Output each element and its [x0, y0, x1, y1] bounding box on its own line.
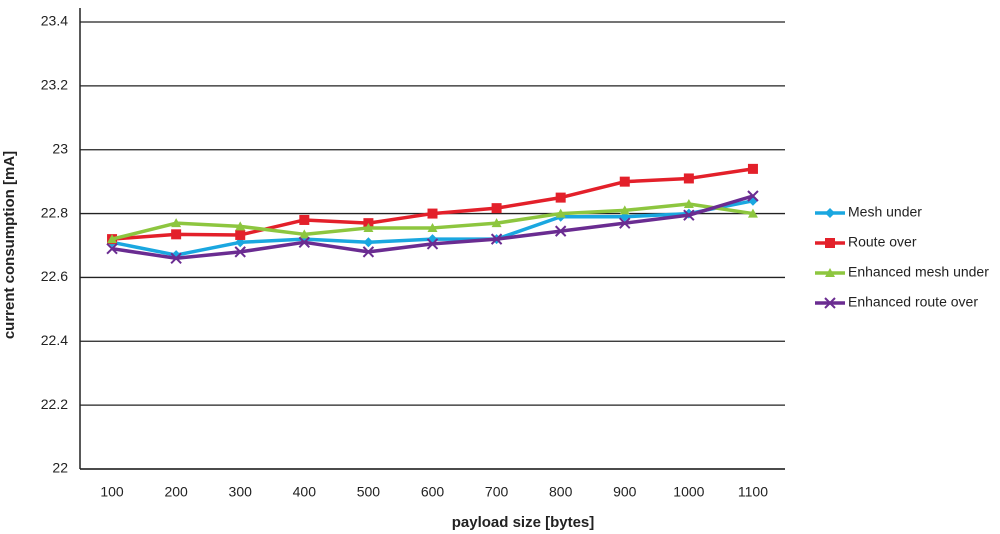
marker — [170, 252, 182, 264]
marker — [427, 208, 438, 219]
y-tick-label: 22.6 — [41, 268, 68, 284]
y-tick-label: 22 — [52, 460, 68, 476]
marker — [683, 173, 694, 184]
x-tick-label: 500 — [357, 484, 381, 500]
marker — [747, 163, 758, 174]
marker — [825, 208, 835, 218]
marker — [824, 297, 836, 309]
marker — [555, 192, 566, 203]
marker — [106, 242, 118, 255]
marker — [619, 217, 631, 229]
marker — [554, 225, 567, 237]
x-tick-label: 1100 — [738, 484, 768, 500]
marker — [683, 198, 694, 208]
legend-item: Enhanced mesh under — [815, 264, 989, 280]
x-tick-label: 100 — [100, 484, 124, 500]
x-tick-label: 800 — [549, 484, 573, 500]
legend-label: Route over — [848, 234, 917, 250]
y-tick-label: 23.4 — [41, 13, 68, 29]
marker — [299, 229, 310, 239]
marker — [427, 222, 438, 232]
marker — [363, 237, 374, 248]
legend-item: Route over — [815, 234, 917, 250]
marker — [363, 222, 374, 232]
x-tick-label: 700 — [485, 484, 509, 500]
marker — [747, 190, 759, 202]
legend-label: Enhanced mesh under — [848, 264, 989, 280]
marker — [107, 234, 118, 244]
marker — [299, 214, 310, 225]
marker — [619, 176, 630, 187]
marker — [171, 229, 182, 240]
marker — [683, 209, 695, 221]
marker — [825, 238, 835, 248]
y-tick-label: 23.2 — [41, 77, 68, 93]
y-tick-label: 22.2 — [41, 396, 68, 412]
legend-item: Enhanced route over — [815, 294, 978, 310]
x-tick-label: 900 — [613, 484, 637, 500]
legend-item: Mesh under — [815, 204, 922, 220]
y-axis-label: current consumption [mA] — [1, 151, 18, 339]
x-tick-label: 600 — [421, 484, 445, 500]
x-tick-label: 400 — [293, 484, 317, 500]
marker — [234, 246, 246, 258]
y-tick-label: 22.4 — [41, 332, 68, 348]
x-axis-label: payload size [bytes] — [452, 514, 595, 531]
marker — [171, 250, 182, 261]
marker — [491, 218, 502, 228]
y-tick-label: 23 — [52, 140, 68, 156]
marker — [298, 236, 311, 249]
marker — [490, 233, 503, 245]
x-tick-label: 300 — [229, 484, 253, 500]
y-tick-label: 22.8 — [41, 204, 68, 220]
marker — [235, 221, 246, 231]
marker — [171, 218, 182, 228]
marker — [825, 268, 835, 277]
marker — [747, 208, 758, 218]
marker — [491, 203, 502, 214]
marker — [619, 205, 630, 215]
legend-label: Mesh under — [848, 204, 922, 220]
marker — [362, 246, 375, 258]
marker — [555, 208, 566, 218]
legend-label: Enhanced route over — [848, 294, 978, 310]
x-tick-label: 200 — [164, 484, 188, 500]
x-tick-label: 1000 — [673, 484, 704, 500]
marker — [426, 238, 439, 250]
marker — [235, 229, 246, 240]
